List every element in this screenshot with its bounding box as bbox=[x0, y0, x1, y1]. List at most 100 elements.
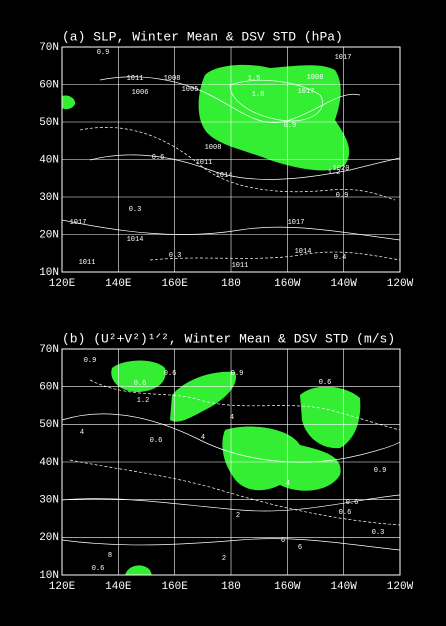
contour-label: 0.3 bbox=[169, 252, 182, 260]
lon-label: 160E bbox=[161, 278, 188, 290]
lat-label: 50N bbox=[39, 419, 59, 431]
contour-label: 0.3 bbox=[129, 206, 142, 214]
contour-label: 1017 bbox=[70, 219, 87, 227]
contour bbox=[61, 219, 401, 241]
contour bbox=[61, 538, 401, 551]
contour-label: 1006 bbox=[132, 89, 149, 97]
contour bbox=[89, 154, 401, 180]
lon-label: 180 bbox=[221, 581, 241, 593]
lat-label: 60N bbox=[39, 382, 59, 394]
std-area bbox=[198, 64, 350, 171]
lat-label: 30N bbox=[39, 192, 59, 204]
contour-label: 6 bbox=[298, 544, 302, 552]
contour-label: 1014 bbox=[295, 248, 312, 256]
panel-title: (a) SLP, Winter Mean & DSV STD (hPa) bbox=[62, 29, 343, 44]
lat-label: 70N bbox=[39, 42, 59, 54]
contour-label: 1011 bbox=[79, 259, 96, 267]
contour-label: 1017 bbox=[335, 54, 352, 62]
contour-label: 1008 bbox=[205, 144, 222, 152]
lat-label: 40N bbox=[39, 457, 59, 469]
contour-label: 0.6 bbox=[164, 370, 177, 378]
lat-label: 70N bbox=[39, 344, 59, 356]
contour-label: 1008 bbox=[164, 75, 181, 83]
lon-label: 140W bbox=[330, 278, 357, 290]
contour-label: 0.3 bbox=[372, 529, 385, 537]
contour-label: 0.9 bbox=[84, 357, 97, 365]
lon-label: 160E bbox=[161, 581, 188, 593]
std-area bbox=[222, 426, 341, 491]
contour-label: 0.6 bbox=[346, 499, 359, 507]
contour-label: 0.6 bbox=[339, 509, 352, 517]
contour-label: 1014 bbox=[127, 236, 144, 244]
std-area bbox=[125, 565, 152, 575]
contour bbox=[149, 251, 401, 261]
panel-b-shapes bbox=[61, 360, 401, 575]
lon-label: 120E bbox=[49, 581, 76, 593]
lon-label: 140E bbox=[105, 581, 132, 593]
lon-label: 180 bbox=[221, 278, 241, 290]
lon-label: 160W bbox=[274, 581, 301, 593]
contour-label: 4 bbox=[286, 480, 290, 488]
contour-label: 1017 bbox=[298, 88, 315, 96]
contour-label: 0.9 bbox=[336, 192, 349, 200]
lat-label: 20N bbox=[39, 532, 59, 544]
contour-label: 2 bbox=[236, 512, 240, 520]
lon-label: 120E bbox=[49, 278, 76, 290]
lat-label: 40N bbox=[39, 154, 59, 166]
contour bbox=[79, 127, 396, 201]
lat-label: 20N bbox=[39, 229, 59, 241]
contour bbox=[89, 379, 401, 431]
contour-label: 0.6 bbox=[319, 379, 332, 387]
contour-label: 0.4 bbox=[334, 254, 347, 262]
contour-label: 0.9 bbox=[231, 370, 244, 378]
contour-label: 0.9 bbox=[374, 467, 387, 475]
std-area bbox=[170, 371, 236, 422]
contour-label: 0.6 bbox=[152, 154, 165, 162]
lon-label: 120W bbox=[387, 581, 414, 593]
lat-label: 10N bbox=[39, 570, 59, 582]
contour bbox=[99, 76, 361, 124]
lat-label: 30N bbox=[39, 495, 59, 507]
panel-title: (b) (U²+V²)¹ᐟ², Winter Mean & DSV STD (m… bbox=[62, 331, 395, 346]
contour bbox=[229, 79, 323, 122]
std-area bbox=[62, 95, 76, 110]
contour-label: 6 bbox=[281, 537, 285, 545]
contour-label: 1011 bbox=[127, 75, 144, 83]
panel-a-shapes bbox=[61, 64, 401, 261]
contour-label: 1.5 bbox=[248, 75, 261, 83]
contour-label: 2 bbox=[222, 555, 226, 563]
contour-label: 1011 bbox=[196, 159, 213, 167]
contour-label: 1008 bbox=[307, 74, 324, 82]
panel-frame bbox=[61, 348, 401, 576]
contour bbox=[61, 413, 401, 463]
lat-label: 50N bbox=[39, 117, 59, 129]
contour-label: 4 bbox=[230, 414, 234, 422]
contour-label: 1014 bbox=[216, 172, 233, 180]
panel-frame bbox=[61, 46, 401, 273]
std-area bbox=[300, 386, 361, 449]
lon-label: 160W bbox=[274, 278, 301, 290]
contour-label: 0.9 bbox=[284, 122, 297, 130]
contour bbox=[69, 459, 401, 526]
contour-label: 0.6 bbox=[92, 565, 105, 573]
contour-label: 1.2 bbox=[137, 397, 150, 405]
lon-label: 140E bbox=[105, 278, 132, 290]
lon-label: 140W bbox=[330, 581, 357, 593]
contour-label: 8 bbox=[108, 552, 112, 560]
lat-label: 10N bbox=[39, 267, 59, 279]
lat-label: 60N bbox=[39, 79, 59, 91]
contour bbox=[61, 494, 401, 512]
lon-label: 120W bbox=[387, 278, 414, 290]
contour-label: 1017 bbox=[288, 219, 305, 227]
contour-label: 4 bbox=[80, 429, 84, 437]
contour-label: 1.8 bbox=[252, 91, 265, 99]
contour-label: 1011 bbox=[232, 262, 249, 270]
contour-label: 0.6 bbox=[134, 380, 147, 388]
contour-label: 1.2 bbox=[328, 169, 341, 177]
contour-label: 1005 bbox=[182, 86, 199, 94]
contour-label: 4 bbox=[201, 434, 205, 442]
contour-label: 0.6 bbox=[150, 437, 163, 445]
contour-label: 0.9 bbox=[97, 49, 110, 57]
